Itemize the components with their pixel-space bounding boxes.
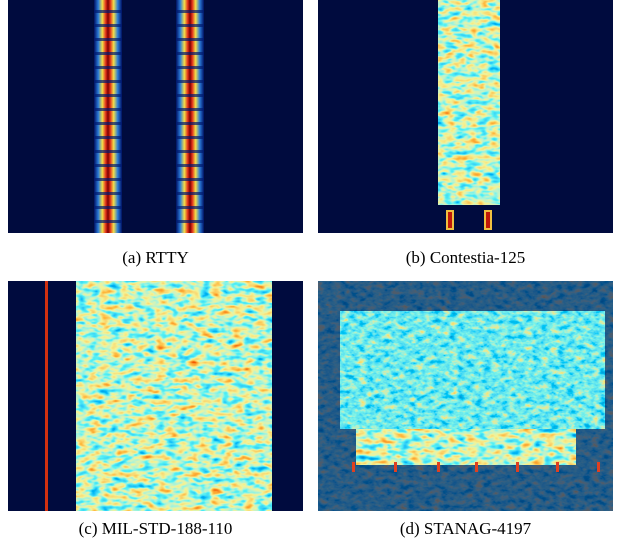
spectrograms (0, 0, 621, 543)
panel-a-image (8, 0, 303, 233)
panel-c-image (8, 281, 303, 511)
figure: (a) RTTY (b) Contestia-125 (c) MIL-STD-1… (0, 0, 621, 543)
caption: (a) RTTY (8, 248, 303, 268)
panel-b-image (318, 0, 613, 233)
caption: (d) STANAG-4197 (318, 519, 613, 539)
caption: (c) MIL-STD-188-110 (8, 519, 303, 539)
caption: (b) Contestia-125 (318, 248, 613, 268)
panel-d-image (318, 281, 613, 511)
